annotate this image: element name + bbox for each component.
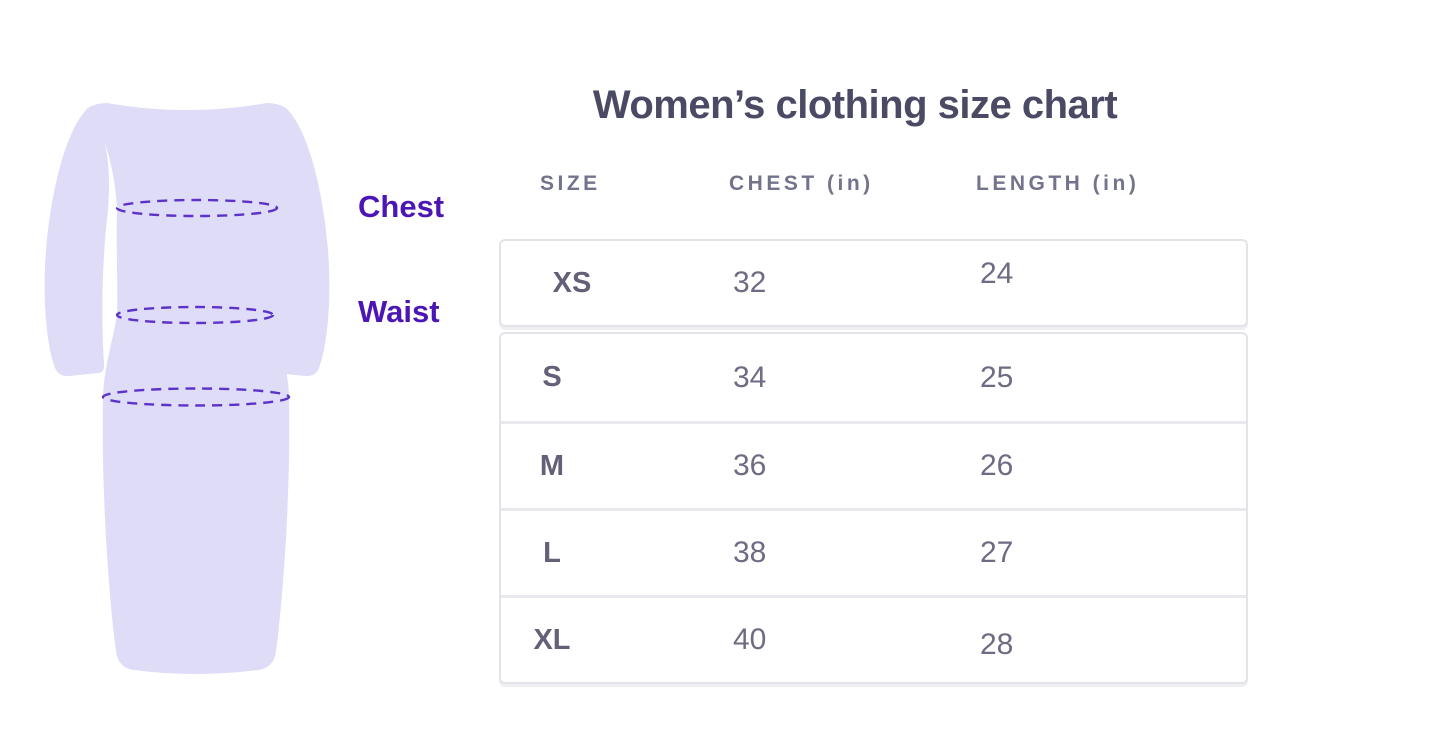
size-cell: XL <box>533 623 571 656</box>
size-table-row-group-bottom: S 34 25 M 36 26 L 38 27 XL 40 28 <box>499 332 1248 684</box>
chest-measurement-line <box>115 198 279 218</box>
dress-left-sleeve <box>44 108 110 377</box>
chest-cell: 32 <box>733 266 767 299</box>
page-title: Women’s clothing size chart <box>592 83 1118 127</box>
column-header-chest: CHEST (in) <box>729 172 874 195</box>
dress-right-sleeve <box>264 108 330 377</box>
dress-illustration <box>44 103 330 674</box>
table-row: M 36 26 <box>501 421 1246 508</box>
hip-measurement-line <box>101 387 291 407</box>
chest-cell: 40 <box>733 623 767 656</box>
size-cell: L <box>543 536 561 569</box>
column-header-size: SIZE <box>540 172 601 195</box>
size-cell: M <box>539 449 565 482</box>
size-cell: XS <box>552 266 592 299</box>
column-header-length: LENGTH (in) <box>976 172 1140 195</box>
table-row: XL 40 28 <box>501 595 1246 682</box>
length-cell: 28 <box>980 628 1014 661</box>
length-cell: 25 <box>980 360 1014 394</box>
table-row: S 34 25 <box>501 334 1246 421</box>
chest-cell: 36 <box>733 449 767 482</box>
chest-cell: 38 <box>733 536 767 569</box>
table-row: XS 32 24 <box>501 241 1246 325</box>
size-table-row-group-top: XS 32 24 <box>499 239 1248 327</box>
waist-measurement-line <box>115 305 275 325</box>
length-cell: 24 <box>980 257 1014 290</box>
table-row: L 38 27 <box>501 508 1246 595</box>
chest-cell: 34 <box>733 360 767 394</box>
chest-label: Chest <box>358 189 445 224</box>
length-cell: 27 <box>980 536 1014 569</box>
size-cell: S <box>542 361 562 393</box>
waist-label: Waist <box>358 294 440 329</box>
length-cell: 26 <box>980 449 1014 482</box>
